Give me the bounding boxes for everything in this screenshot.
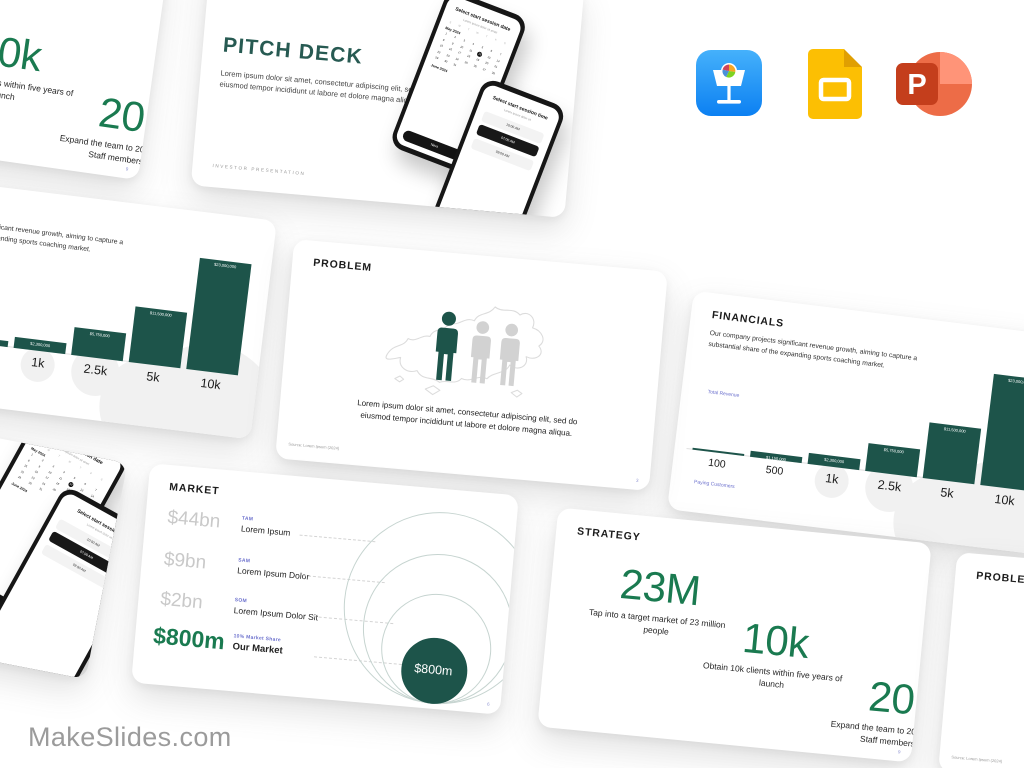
slide-title: PROBLEM <box>975 569 1024 587</box>
svg-text:P: P <box>907 69 926 101</box>
slide-problem-right: PROBLEM Source: Lorem Ipsum (2024) <box>938 552 1024 768</box>
stat-value: 10k <box>740 613 811 668</box>
slide-financials-left: FINANCIALS Our company projects signific… <box>0 174 277 440</box>
stat-team: 20 Expand the team to 20 FTEs & Staff me… <box>821 670 932 754</box>
stat-value: 20 <box>866 672 917 724</box>
page-number: 3 <box>635 477 639 483</box>
slide-app-mockups: Select start session date Lorem ipsum do… <box>0 390 128 680</box>
cover-body: Lorem ipsum dolor sit amet, consectetur … <box>219 68 428 106</box>
stat-caption: Expand the team to 20 FTEs & Staff membe… <box>830 718 932 749</box>
page-number: 9 <box>897 749 901 755</box>
slide-market: MARKET $44bn TAM Lorem Ipsum $9bn SAM Lo… <box>131 463 519 715</box>
stat-value: 10k <box>0 24 45 81</box>
stat-value: 23M <box>618 559 703 615</box>
stat-caption: Expand the team to 20 FTEs & Staff membe… <box>59 132 169 167</box>
slide-title: PROBLEM <box>312 256 373 274</box>
slide-strategy-top-left: STRATEGY 23M Tap into a target market of… <box>0 0 169 181</box>
keynote-icon[interactable] <box>696 50 762 116</box>
google-slides-icon[interactable] <box>808 49 862 119</box>
slide-title: STRATEGY <box>576 525 642 544</box>
person-icon-highlight <box>428 308 465 386</box>
our-market-bubble: $800m <box>413 661 454 679</box>
page-number: 9 <box>125 166 129 172</box>
revenue-bar-chart: 100$1,150,000500$2,300,0001k$5,750,0002.… <box>0 175 277 440</box>
brand-watermark[interactable]: MakeSlides.com <box>28 722 232 752</box>
cover-footer: INVESTOR PRESENTATION <box>212 163 306 177</box>
cover-title: PITCH DECK <box>222 33 364 69</box>
page-number: 6 <box>486 701 490 707</box>
slide-problem: PROBLEM Lorem ipsum dolor sit amet, cons… <box>275 239 668 491</box>
person-icon-gray <box>493 319 526 391</box>
source-note: Source: Lorem Ipsum (2024) <box>288 441 340 451</box>
person-icon-gray <box>464 317 497 389</box>
slide-cover: PITCH DECK Lorem ipsum dolor sit amet, c… <box>190 0 585 218</box>
slide-financials: FINANCIALS Our company projects signific… <box>667 290 1024 556</box>
stat-team: 20 Expand the team to 20 FTEs & Staff me… <box>49 84 168 174</box>
powerpoint-icon[interactable]: P <box>890 50 974 118</box>
source-note: Source: Lorem Ipsum (2024) <box>951 754 1003 764</box>
slide-strategy: STRATEGY 23M Tap into a target market of… <box>537 507 932 763</box>
